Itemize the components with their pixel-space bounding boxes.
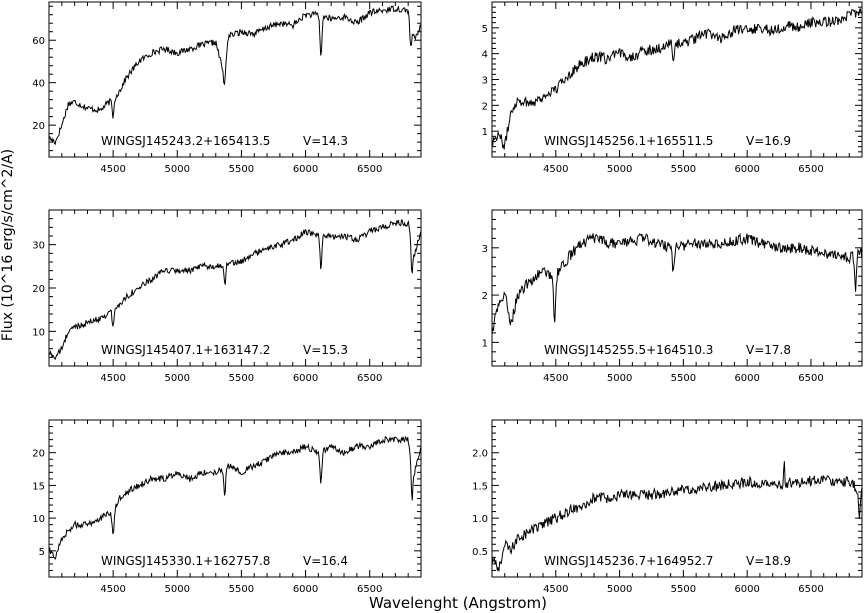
x-tick-label: 5500 (671, 164, 696, 175)
y-tick-label: 3 (482, 244, 488, 255)
y-tick-label: 10 (32, 327, 45, 338)
x-tick-label: 5500 (229, 373, 254, 384)
y-tick-label: 1.0 (472, 514, 488, 525)
magnitude-label: V=16.4 (303, 554, 348, 568)
x-tick-label: 5500 (229, 164, 254, 175)
x-tick-label: 5500 (671, 584, 696, 595)
y-tick-label: 40 (32, 79, 45, 90)
magnitude-label: V=14.3 (303, 134, 348, 148)
spectrum-panel-2: 4500 5000 5500 6000 6500 1 2 3 4 5 WINGSJ145256.1+… (482, 1, 863, 175)
y-tick-label: 4 (482, 50, 488, 61)
x-tick-label: 5000 (165, 584, 190, 595)
x-tick-label: 5500 (229, 584, 254, 595)
x-tick-label: 6000 (293, 584, 318, 595)
magnitude-label: V=17.8 (746, 343, 791, 357)
object-label: WINGSJ145407.1+163147.2 (101, 343, 270, 357)
spectrum-line (491, 461, 863, 572)
x-tick-label: 4500 (100, 164, 125, 175)
y-tick-label: 1 (482, 338, 488, 349)
y-tick-label: 20 (32, 284, 45, 295)
x-tick-label: 4500 (100, 584, 125, 595)
y-tick-label: 0.5 (472, 547, 488, 558)
x-tick-label: 6500 (357, 584, 382, 595)
x-tick-label: 6000 (734, 164, 759, 175)
x-tick-label: 4500 (543, 584, 568, 595)
x-tick-label: 6000 (293, 373, 318, 384)
x-tick-label: 4500 (543, 164, 568, 175)
spectrum-panel-3: 4500 5000 5500 6000 6500 10 20 30 WINGSJ145407.1… (32, 209, 422, 384)
x-tick-label: 6000 (734, 584, 759, 595)
x-tick-label: 6500 (798, 164, 823, 175)
x-tick-label: 6000 (293, 164, 318, 175)
object-label: WINGSJ145236.7+164952.7 (544, 554, 713, 568)
y-tick-label: 5 (39, 547, 45, 558)
y-tick-label: 60 (32, 36, 45, 47)
x-tick-label: 6500 (357, 373, 382, 384)
magnitude-label: V=16.9 (746, 134, 791, 148)
x-tick-label: 6000 (734, 373, 759, 384)
object-label: WINGSJ145243.2+165413.5 (101, 134, 270, 148)
spectrum-panel-4: 4500 5000 5500 6000 6500 1 2 3 WINGSJ145255.5+16… (482, 209, 863, 384)
y-tick-label: 2 (482, 101, 488, 112)
y-tick-label: 20 (32, 121, 45, 132)
magnitude-label: V=18.9 (746, 554, 791, 568)
y-tick-label: 20 (32, 449, 45, 460)
x-tick-label: 5000 (165, 373, 190, 384)
x-tick-label: 6500 (798, 373, 823, 384)
x-tick-label: 6500 (357, 164, 382, 175)
x-tick-label: 5000 (165, 164, 190, 175)
y-tick-label: 5 (482, 24, 488, 35)
y-axis-label: Flux (10^16 erg/s/cm^2/A) (0, 149, 16, 341)
spectrum-line (48, 219, 422, 361)
object-label: WINGSJ145255.5+164510.3 (544, 343, 713, 357)
spectrum-line (491, 232, 863, 334)
x-tick-label: 5000 (607, 164, 632, 175)
spectrum-panel-1: 4500 5000 5500 6000 6500 20 40 60 WINGSJ145243.2… (32, 1, 422, 175)
spectrum-line (48, 436, 422, 560)
y-tick-label: 3 (482, 76, 488, 87)
y-tick-label: 2 (482, 291, 488, 302)
x-tick-label: 5000 (607, 373, 632, 384)
y-tick-label: 2.0 (472, 449, 488, 460)
object-label: WINGSJ145256.1+165511.5 (544, 134, 713, 148)
magnitude-label: V=15.3 (303, 343, 348, 357)
x-tick-label: 4500 (100, 373, 125, 384)
spectrum-panel-5: 4500 5000 5500 6000 6500 5 10 15 20 WINGSJ145330.… (32, 419, 422, 595)
spectrum-line (48, 5, 422, 146)
y-tick-label: 15 (32, 481, 45, 492)
y-tick-label: 1 (482, 127, 488, 138)
x-tick-label: 6500 (798, 584, 823, 595)
object-label: WINGSJ145330.1+162757.8 (101, 554, 270, 568)
y-tick-label: 30 (32, 241, 45, 252)
y-tick-label: 10 (32, 514, 45, 525)
x-tick-label: 4500 (543, 373, 568, 384)
spectrum-line (491, 8, 862, 150)
x-tick-label: 5000 (607, 584, 632, 595)
plot-frame (491, 209, 863, 367)
spectrum-panel-6: 4500 5000 5500 6000 6500 0.5 1.0 1.5 2.0 WINGSJ14… (472, 419, 863, 595)
x-tick-label: 5500 (671, 373, 696, 384)
y-tick-label: 1.5 (472, 481, 488, 492)
x-axis-label: Wavelenght (Angstrom) (369, 594, 547, 612)
plot-frame (48, 1, 422, 158)
